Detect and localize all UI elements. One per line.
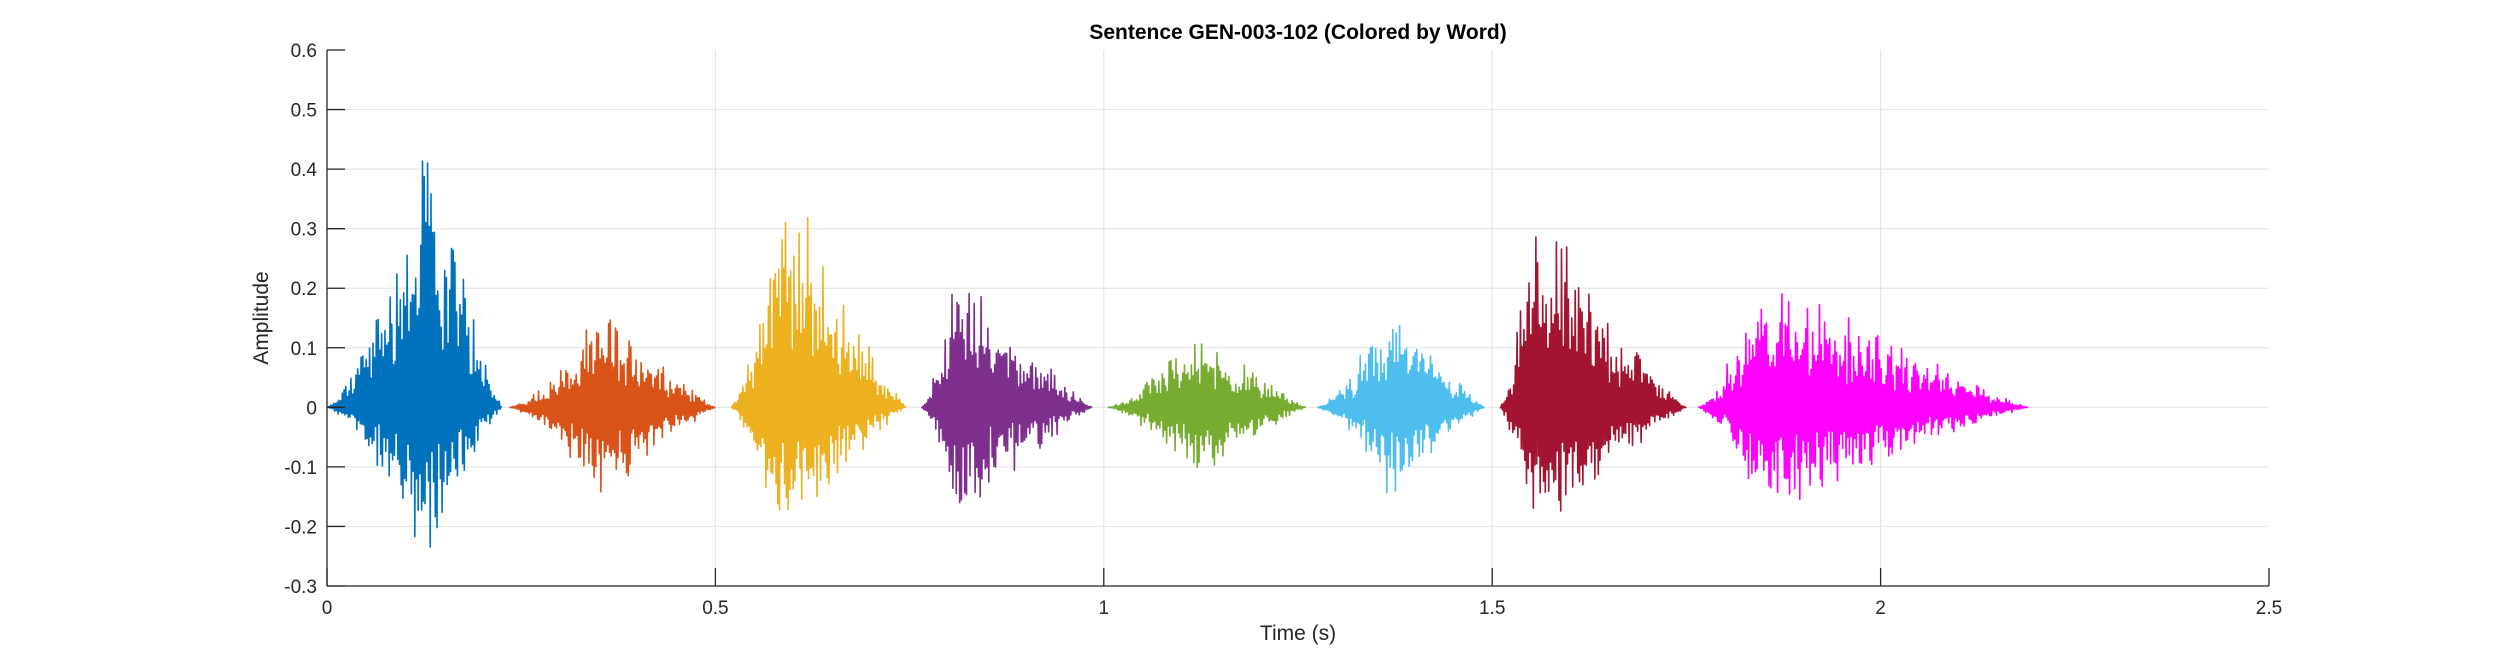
x-tick-label: 1.5: [1479, 598, 1505, 619]
y-tick-label: 0.6: [291, 41, 317, 62]
y-tick-label: 0.5: [291, 101, 317, 122]
y-tick-label: 0.3: [291, 220, 317, 241]
waveform-word-2: [509, 319, 716, 493]
y-tick-label: -0.2: [284, 517, 317, 538]
waveform-word-3: [730, 217, 907, 511]
x-tick-label: 2: [1875, 598, 1886, 619]
waveform-series: [326, 160, 2029, 548]
chart-title: Sentence GEN-003-102 (Colored by Word): [1089, 21, 1506, 44]
y-tick-labels: -0.3 -0.2 -0.1 0 0.1 0.2 0.3 0.4 0.5 0.6: [284, 41, 317, 598]
x-tick-label: 1: [1099, 598, 1110, 619]
y-tick-label: 0.1: [291, 339, 317, 360]
waveform-word-7: [1499, 236, 1687, 512]
waveform-word-4: [920, 292, 1093, 504]
waveform-word-5: [1107, 343, 1306, 469]
y-tick-label: 0.4: [291, 160, 318, 181]
y-tick-label: 0: [306, 398, 317, 419]
x-tick-label: 0: [322, 598, 333, 619]
x-tick-label: 0.5: [702, 598, 728, 619]
x-tick-label: 2.5: [2256, 598, 2282, 619]
y-tick-label: 0.2: [291, 279, 317, 300]
plot-area: [327, 50, 2269, 586]
waveform-word-6: [1317, 324, 1485, 494]
x-tick-labels: 0 0.5 1 1.5 2 2.5: [322, 598, 2283, 619]
y-tick-label: -0.1: [284, 458, 317, 479]
waveform-word-1: [326, 160, 503, 548]
y-tick-label: -0.3: [284, 577, 317, 598]
y-axis-label: Amplitude: [250, 271, 273, 364]
x-axis-label: Time (s): [1260, 622, 1336, 645]
waveform-word-8: [1698, 293, 2029, 501]
axes: [326, 49, 2270, 587]
